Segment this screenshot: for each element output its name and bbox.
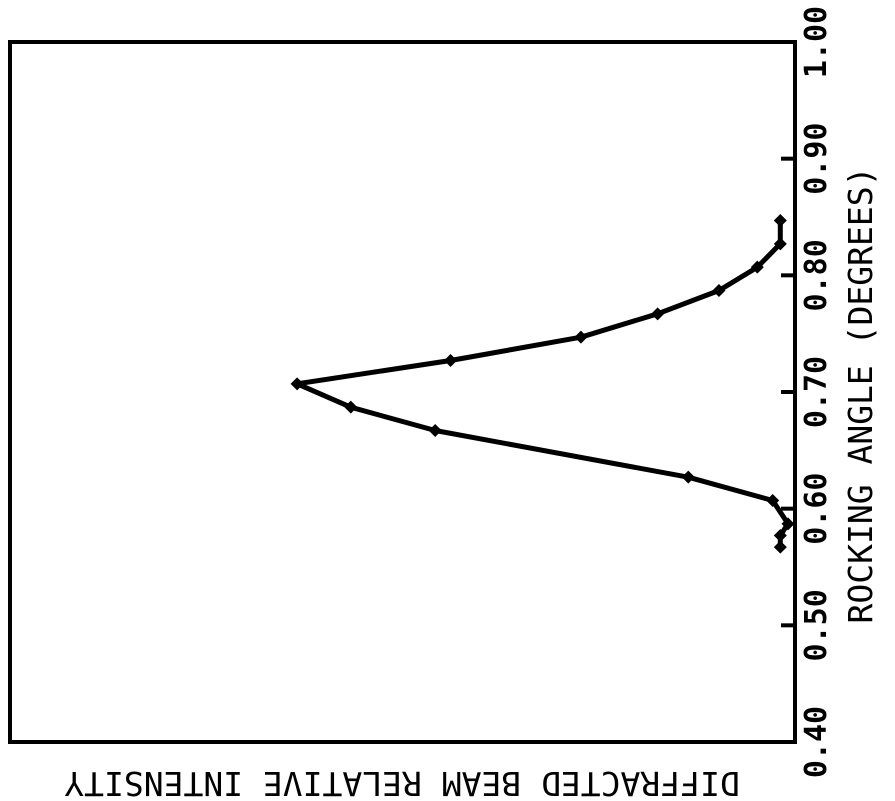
x-tick-label: 0.90 xyxy=(799,123,834,195)
series-line xyxy=(294,220,791,548)
data-point-marker xyxy=(781,517,795,531)
y-axis-title: DIFFRACTED BEAM RELATIVE INTENSITY xyxy=(64,764,740,801)
x-axis-tick-labels: 0.40 0.50 0.60 0.70 0.80 0.90 1.00 xyxy=(799,6,834,778)
data-point-marker xyxy=(681,470,695,484)
data-point-marker xyxy=(344,400,358,414)
x-axis-ticks xyxy=(781,40,795,744)
data-point-marker xyxy=(444,354,458,367)
data-point-marker xyxy=(773,237,787,251)
x-tick-label: 1.00 xyxy=(799,6,834,78)
plot-frame xyxy=(8,40,797,744)
series-markers xyxy=(290,214,795,554)
x-tick-label: 0.60 xyxy=(799,473,834,545)
data-point-marker xyxy=(428,424,442,437)
data-point-marker xyxy=(574,330,588,344)
x-tick-label: 0.80 xyxy=(799,239,834,311)
data-point-marker xyxy=(773,529,787,542)
data-point-marker xyxy=(651,307,665,321)
data-point-marker xyxy=(773,214,787,227)
data-point-marker xyxy=(750,260,764,274)
x-tick-label: 0.50 xyxy=(799,589,834,661)
data-point-marker xyxy=(766,494,780,507)
x-axis-title: ROCKING ANGLE (DEGREES) xyxy=(841,167,880,624)
x-tick-label: 0.40 xyxy=(799,706,834,778)
data-point-marker xyxy=(712,284,726,297)
x-tick-label: 0.70 xyxy=(799,356,834,428)
data-point-marker xyxy=(290,377,304,391)
data-point-marker xyxy=(773,540,787,554)
